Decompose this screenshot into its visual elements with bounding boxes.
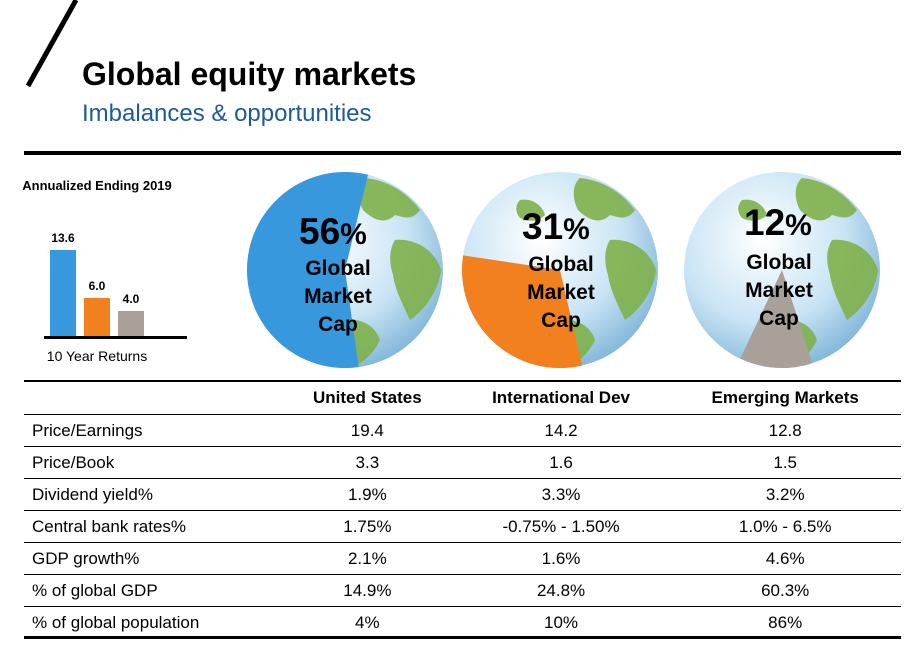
- table-cell: 1.6: [452, 446, 670, 479]
- table-row: % of global population 4% 10% 86%: [24, 606, 901, 638]
- table-row: Price/Book 3.3 1.6 1.5: [24, 446, 901, 479]
- percent-symbol: %: [563, 213, 590, 246]
- globe-continent: [516, 199, 545, 221]
- percent-number: 12: [744, 202, 786, 243]
- table-cell: 14.2: [452, 414, 670, 447]
- column-header: Emerging Markets: [711, 388, 859, 407]
- market-cap-slice: [247, 172, 369, 368]
- column-header: International Dev: [492, 388, 630, 407]
- caption-line: Global: [305, 257, 371, 280]
- return-bar: [50, 250, 76, 336]
- row-label: Dividend yield%: [24, 478, 282, 511]
- table-cell: 4.6%: [669, 542, 901, 575]
- market-cap-caption: Global Market Cap: [283, 255, 393, 339]
- return-value-label: 4.0: [122, 291, 140, 306]
- table-cell: 1.5: [669, 446, 901, 479]
- globe-continent: [605, 239, 656, 320]
- table-row: % of global GDP 14.9% 24.8% 60.3%: [24, 574, 901, 607]
- market-cap-caption: Global Market Cap: [724, 249, 834, 333]
- return-bar: [84, 298, 110, 336]
- table-header-row: United States International Dev Emerging…: [24, 382, 901, 415]
- row-label: % of global population: [24, 606, 282, 638]
- returns-bar-chart: Annualized Ending 2019 10 Year Returns 1…: [22, 170, 187, 370]
- market-cap-percent: 56%: [299, 212, 367, 255]
- table-cell: 4%: [282, 606, 453, 638]
- caption-line: Cap: [318, 313, 358, 336]
- globe-continent: [795, 178, 857, 221]
- caption-line: Cap: [541, 309, 581, 332]
- column-header: United States: [313, 388, 422, 407]
- table-cell: 1.0% - 6.5%: [669, 510, 901, 543]
- return-bar: [118, 310, 144, 336]
- row-label: Price/Book: [24, 446, 282, 479]
- table-cell: 19.4: [282, 414, 453, 447]
- table-cell: 86%: [669, 606, 901, 638]
- table-cell: 60.3%: [669, 574, 901, 607]
- decorative-slash: [25, 0, 79, 88]
- return-value-label: 13.6: [51, 231, 75, 245]
- bottom-divider: [24, 636, 901, 639]
- percent-number: 56: [299, 211, 341, 252]
- globe-continent: [827, 239, 878, 320]
- percent-symbol: %: [340, 218, 367, 251]
- market-cap-globe: 31% Global Market Cap: [460, 170, 660, 370]
- caption-line: Global: [746, 251, 812, 274]
- returns-chart-title: Annualized Ending 2019: [22, 178, 172, 193]
- table-row: GDP growth% 2.1% 1.6% 4.6%: [24, 542, 901, 575]
- caption-line: Market: [527, 281, 595, 304]
- percent-symbol: %: [785, 209, 812, 242]
- percent-number: 31: [522, 206, 564, 247]
- table-header-divider: [24, 380, 901, 382]
- page-title: Global equity markets: [82, 56, 417, 92]
- globe-continent: [573, 178, 635, 221]
- table-cell: 1.6%: [452, 542, 670, 575]
- caption-line: Market: [745, 279, 813, 302]
- table-cell: 1.75%: [282, 510, 453, 543]
- caption-line: Market: [304, 285, 372, 308]
- page-subtitle: Imbalances & opportunities: [82, 100, 372, 127]
- market-cap-globe: 12% Global Market Cap: [682, 170, 882, 370]
- table-cell: 14.9%: [282, 574, 453, 607]
- table-cell: -0.75% - 1.50%: [452, 510, 670, 543]
- market-cap-slice: [462, 255, 583, 368]
- return-value-label: 6.0: [88, 279, 106, 294]
- table-cell: 12.8: [669, 414, 901, 447]
- market-cap-caption: Global Market Cap: [506, 251, 616, 335]
- table-cell: 1.9%: [282, 478, 453, 511]
- market-cap-percent: 12%: [744, 203, 812, 246]
- table-cell: 10%: [452, 606, 670, 638]
- table-row: Dividend yield% 1.9% 3.3% 3.2%: [24, 478, 901, 511]
- metrics-table: United States International Dev Emerging…: [24, 382, 901, 638]
- market-cap-globe: 56% Global Market Cap: [245, 170, 445, 370]
- globe-continent: [358, 178, 420, 221]
- market-cap-slice: [740, 270, 813, 368]
- row-label: GDP growth%: [24, 542, 282, 575]
- globe-continent: [738, 199, 767, 221]
- table-row: Central bank rates% 1.75% -0.75% - 1.50% 1.…: [24, 510, 901, 543]
- row-label: Central bank rates%: [24, 510, 282, 543]
- column-header: [24, 382, 282, 415]
- caption-line: Cap: [759, 307, 799, 330]
- market-cap-percent: 31%: [522, 207, 590, 250]
- returns-chart-axis: [44, 336, 187, 339]
- table-cell: 24.8%: [452, 574, 670, 607]
- table-cell: 3.3%: [452, 478, 670, 511]
- returns-chart-xlabel: 10 Year Returns: [46, 348, 148, 364]
- top-divider: [24, 151, 901, 155]
- globe-continent: [390, 239, 441, 320]
- table-row: Price/Earnings 19.4 14.2 12.8: [24, 414, 901, 447]
- row-label: Price/Earnings: [24, 414, 282, 447]
- table-cell: 2.1%: [282, 542, 453, 575]
- table-cell: 3.2%: [669, 478, 901, 511]
- caption-line: Global: [528, 253, 594, 276]
- row-label: % of global GDP: [24, 574, 282, 607]
- table-cell: 3.3: [282, 446, 453, 479]
